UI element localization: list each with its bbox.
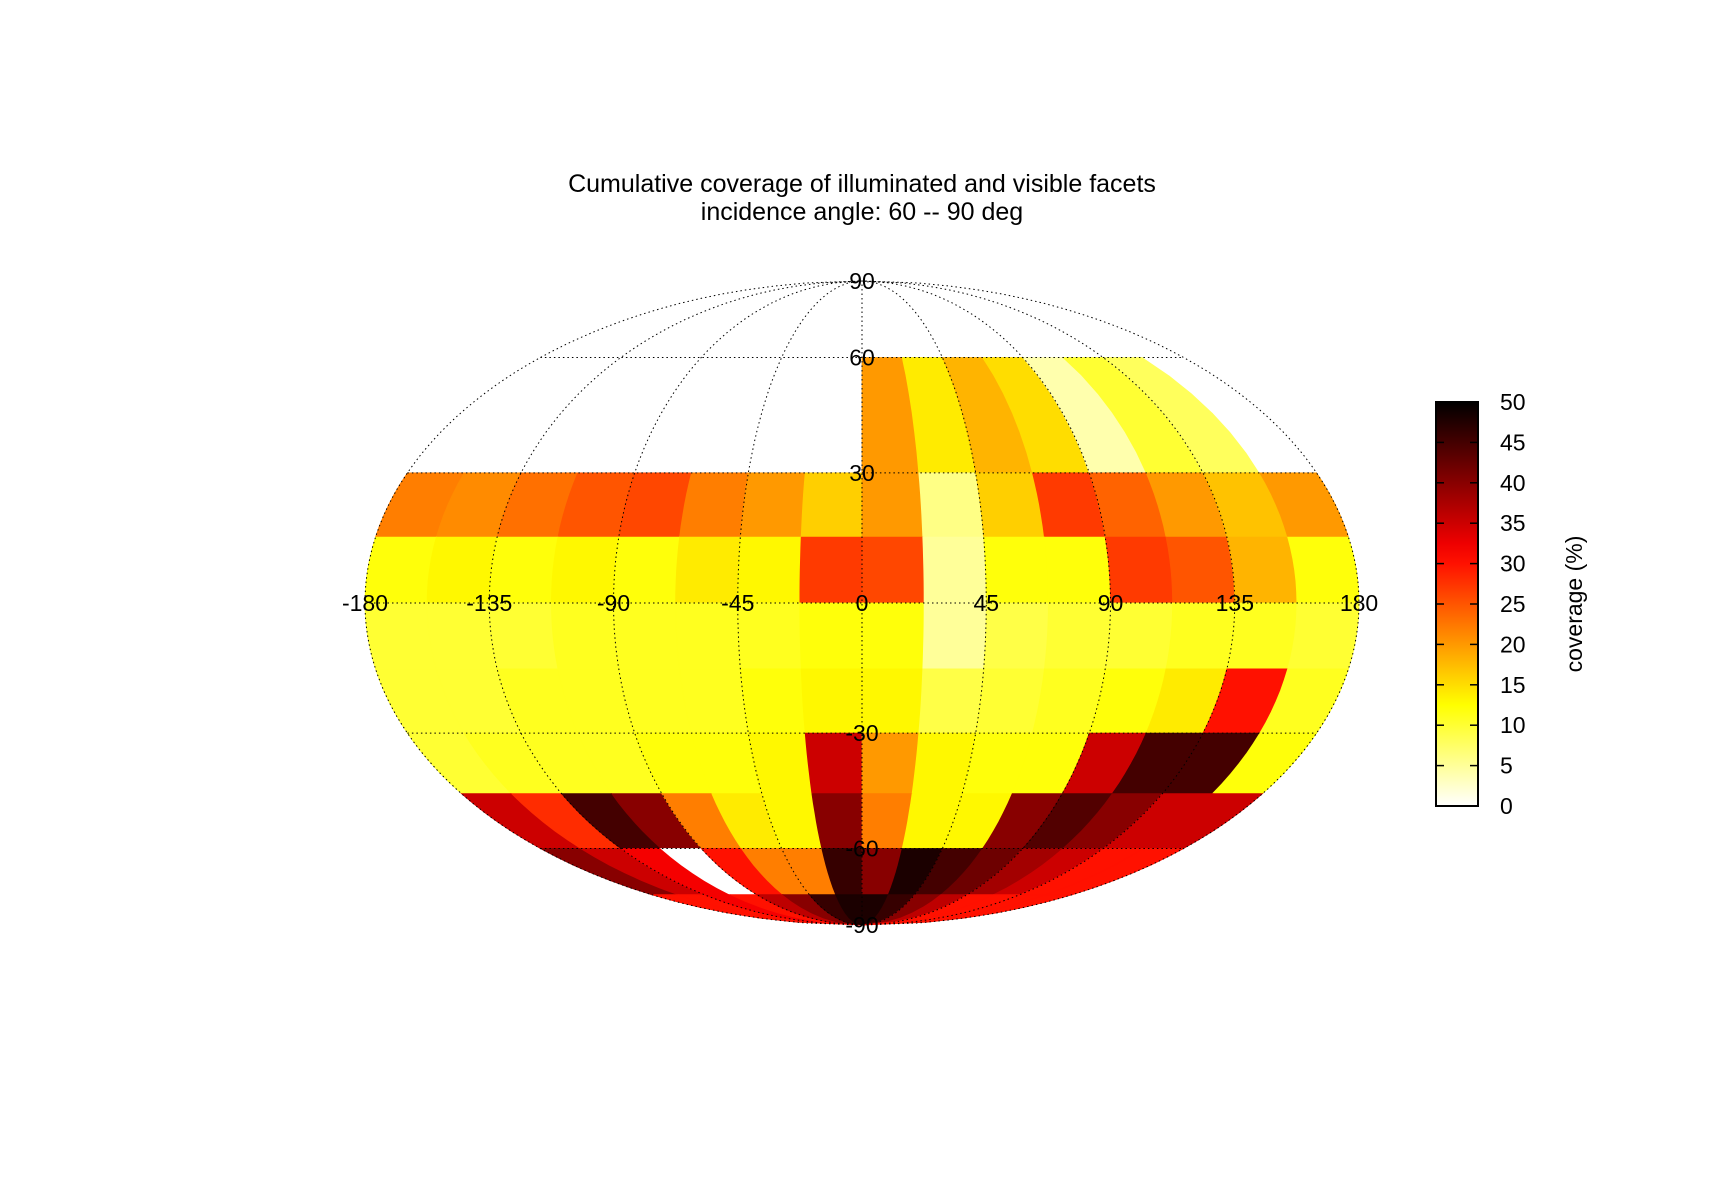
colorbar-tick-label: 40 — [1500, 470, 1526, 496]
meridian-line — [488, 280, 863, 926]
lon-tick-label: -180 — [342, 590, 388, 616]
chart-subtitle: incidence angle: 60 -- 90 deg — [701, 198, 1023, 226]
lat-tick-label: 60 — [849, 345, 875, 371]
colorbar-tick-label: 15 — [1500, 672, 1526, 698]
mollweide-map — [364, 280, 1360, 926]
colorbar-tick-label: 50 — [1500, 389, 1526, 415]
axis-tick-labels: -180 -135 -90 -45 0 45 90 135 180 90 60 30 -30 -60 -90 — [342, 268, 1378, 938]
chart-title: Cumulative coverage of illuminated and v… — [568, 170, 1156, 198]
graticule — [364, 280, 1360, 926]
meridian-line — [612, 280, 863, 926]
lon-tick-label: 45 — [974, 590, 1000, 616]
colorbar-tick-label: 30 — [1500, 551, 1526, 577]
lat-tick-label: -90 — [845, 912, 878, 938]
lat-tick-label: 30 — [849, 460, 875, 486]
map-cell — [799, 536, 863, 604]
map-cell — [918, 668, 985, 734]
map-cell — [861, 602, 925, 670]
lat-tick-label: -30 — [845, 720, 878, 746]
map-cell — [739, 668, 806, 734]
lat-tick-label: 90 — [849, 268, 875, 294]
map-cell — [739, 472, 806, 538]
lon-tick-label: 0 — [856, 590, 869, 616]
lon-tick-label: -90 — [597, 590, 630, 616]
map-cell — [799, 602, 863, 670]
map-cell — [679, 472, 749, 538]
map-cell — [861, 536, 925, 604]
lat-tick-label: -60 — [845, 836, 878, 862]
map-cell — [975, 668, 1045, 734]
meridian-line — [861, 280, 1360, 926]
colorbar-tick-label: 25 — [1500, 591, 1526, 617]
colorbar-tick-label: 5 — [1500, 753, 1513, 779]
colorbar-tick-label: 20 — [1500, 631, 1526, 657]
lon-tick-label: -45 — [721, 590, 754, 616]
map-cell — [679, 668, 749, 734]
colorbar-tick-label: 0 — [1500, 793, 1513, 819]
lon-tick-label: -135 — [466, 590, 512, 616]
lon-tick-label: 180 — [1340, 590, 1378, 616]
lon-tick-label: 90 — [1098, 590, 1124, 616]
colorbar-label: coverage (%) — [1561, 536, 1587, 673]
lon-tick-label: 135 — [1216, 590, 1254, 616]
colorbar-tick-label: 45 — [1500, 429, 1526, 455]
colorbar-tick-label: 10 — [1500, 712, 1526, 738]
colorbar: 0 5 10 15 20 25 30 35 40 45 50 — [1435, 389, 1526, 819]
map-cell — [918, 472, 985, 538]
map-cell — [861, 894, 1073, 926]
colorbar-tick-label: 35 — [1500, 510, 1526, 536]
map-cell — [975, 472, 1045, 538]
